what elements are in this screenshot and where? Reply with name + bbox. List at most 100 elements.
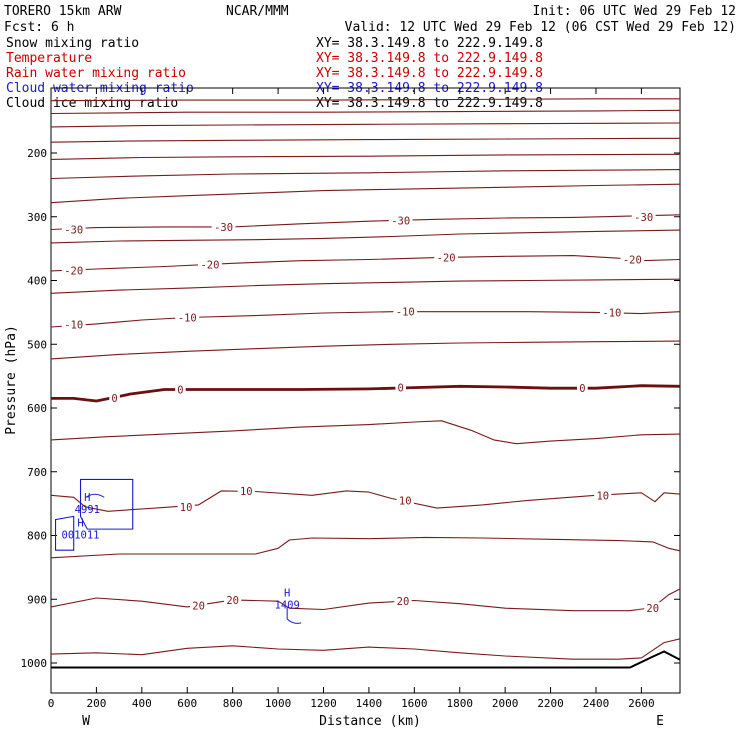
legend-xy: XY= 38.3.149.8 to 222.9.149.8 xyxy=(316,36,543,51)
x-tick-label: 2400 xyxy=(583,697,610,710)
isotherm-line xyxy=(50,278,681,294)
contour-label-bg xyxy=(61,264,86,277)
cloud-max-value: 001011 xyxy=(62,529,100,541)
contour-label-bg xyxy=(577,382,588,395)
contour-label-bg xyxy=(224,593,242,606)
x-tick-label: 1800 xyxy=(446,697,473,710)
contour-label: -20 xyxy=(200,260,219,272)
isotherm-line xyxy=(50,255,681,272)
isotherm-line xyxy=(50,183,681,204)
legend-label: Snow mixing ratio xyxy=(6,36,139,51)
contour-label: -10 xyxy=(396,307,415,319)
x-axis-title: Distance (km) xyxy=(319,714,421,729)
y-tick-label: 1000 xyxy=(21,657,48,670)
contour-label: 0 xyxy=(111,393,117,405)
isotherm-line xyxy=(50,153,681,160)
y-tick-label: 200 xyxy=(27,147,47,160)
y-tick-label: 300 xyxy=(27,211,47,224)
contour-label: 10 xyxy=(240,486,253,498)
cloud-max-marker: H xyxy=(84,492,90,504)
x-tick-label: 200 xyxy=(86,697,106,710)
isotherm-line xyxy=(50,638,681,660)
contour-label-bg xyxy=(620,253,645,266)
x-tick-label: 600 xyxy=(177,697,197,710)
isotherm-line xyxy=(50,490,681,512)
contour-label-bg xyxy=(395,381,406,394)
valid-label: Valid: 12 UTC Wed 29 Feb 12 (06 CST Wed … xyxy=(345,20,736,35)
y-tick-label: 700 xyxy=(27,466,47,479)
contour-label: -10 xyxy=(64,319,83,331)
contour-label: -30 xyxy=(391,216,410,228)
contour-label-bg xyxy=(594,489,612,502)
contour-label-bg xyxy=(61,318,86,331)
x-tick-label: 2200 xyxy=(537,697,564,710)
y-tick-label: 500 xyxy=(27,338,47,351)
cloud-max-marker: H xyxy=(284,587,290,599)
isotherm-line xyxy=(50,311,681,328)
cloud-water-contour xyxy=(54,515,75,551)
isotherm-line xyxy=(50,229,681,244)
isotherm-line xyxy=(50,137,681,143)
x-tick-label: 400 xyxy=(132,697,152,710)
contour-label-bg xyxy=(175,311,200,324)
x-tick-label: 2000 xyxy=(492,697,519,710)
x-tick-label: 2600 xyxy=(628,697,655,710)
isotherm-line xyxy=(50,588,681,612)
contour-label: 20 xyxy=(226,595,239,607)
contour-label: -30 xyxy=(634,212,653,224)
contour-label: -20 xyxy=(437,253,456,265)
legend-label: Rain water mixing ratio xyxy=(6,66,186,81)
contour-label: 10 xyxy=(596,490,609,502)
legend-xy: XY= 38.3.149.8 to 222.9.149.8 xyxy=(316,51,543,66)
cloud-max-marker: H xyxy=(77,517,83,529)
contour-label: -20 xyxy=(64,265,83,277)
contour-label-bg xyxy=(631,210,656,223)
contour-label-bg xyxy=(177,500,195,513)
contour-label-bg xyxy=(211,220,236,233)
contour-label: -10 xyxy=(178,312,197,324)
x-tick-label: 1200 xyxy=(310,697,337,710)
x-tick-label: 800 xyxy=(223,697,243,710)
legend-label: Temperature xyxy=(6,51,92,66)
contour-label: 0 xyxy=(579,383,585,395)
x-tick-label: 1600 xyxy=(401,697,428,710)
contour-label: -10 xyxy=(602,307,621,319)
x-tick-label: 1400 xyxy=(356,697,383,710)
x-tick-label: 1000 xyxy=(265,697,292,710)
cloud-water-contour xyxy=(85,493,105,498)
y-tick-label: 800 xyxy=(27,530,47,543)
plot-area: 0 200 400 600 800 1000 1200 1400 1600 1800 2000 220… xyxy=(21,87,681,710)
contour-label: -20 xyxy=(623,254,642,266)
isotherm-line xyxy=(50,98,680,102)
terrain-line xyxy=(51,650,681,669)
isotherm-line xyxy=(50,340,681,360)
contour-label-bg xyxy=(61,223,86,236)
contour-label-bg xyxy=(175,383,186,396)
contour-label-bg xyxy=(189,599,208,612)
contour-label: 10 xyxy=(399,495,412,507)
contour-label: -30 xyxy=(64,225,83,237)
isotherm-line xyxy=(50,214,681,231)
contour-label: 20 xyxy=(192,601,205,613)
y-tick-label: 900 xyxy=(27,593,47,606)
legend-xy: XY= 38.3.149.8 to 222.9.149.8 xyxy=(316,66,543,81)
contour-label-bg xyxy=(237,484,255,497)
contour-label: 0 xyxy=(398,383,404,395)
cloud-water-contour xyxy=(286,606,302,624)
contour-label: 20 xyxy=(646,603,659,615)
contour-label: -30 xyxy=(214,222,233,234)
model-label: TORERO 15km ARW xyxy=(4,4,122,19)
contour-label-bg xyxy=(109,391,120,404)
contour-label-bg xyxy=(396,494,414,507)
contour-label-bg xyxy=(644,602,662,615)
contour-label-bg xyxy=(198,258,222,271)
contour-label-bg xyxy=(599,306,624,319)
end-label-west: W xyxy=(82,714,90,729)
contour-label: 0 xyxy=(177,385,183,397)
org-label: NCAR/MMM xyxy=(226,4,289,19)
plot-frame xyxy=(50,87,681,694)
fcst-label: Fcst: 6 h xyxy=(4,20,74,35)
contour-label: 20 xyxy=(397,596,410,608)
y-axis-title: Pressure (hPa) xyxy=(4,325,19,435)
